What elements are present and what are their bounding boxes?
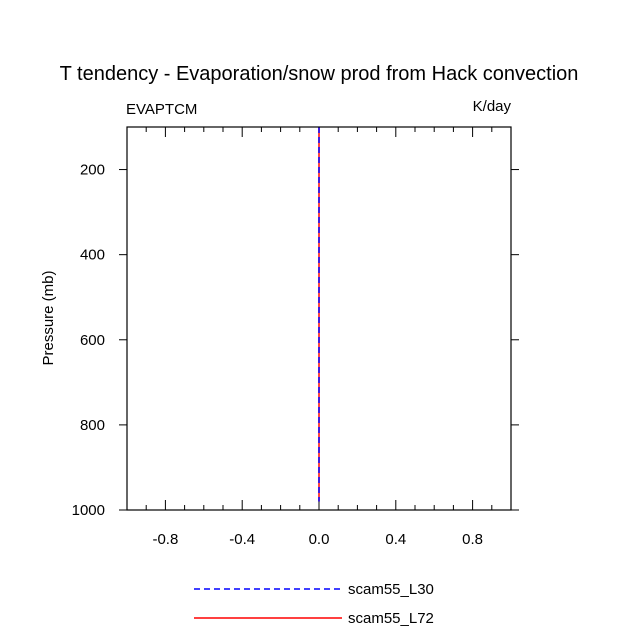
y-tick-label: 200 (80, 162, 105, 179)
y-tick-label: 400 (80, 247, 105, 264)
axis-tick-labels: -0.8 -0.4 0.0 0.4 0.8 200 400 600 800 1000 (72, 162, 483, 548)
legend: scam55_L30 scam55_L72 (194, 581, 434, 627)
legend-label: scam55_L30 (348, 581, 434, 598)
x-tick-label: 0.4 (385, 531, 406, 548)
legend-label: scam55_L72 (348, 610, 434, 627)
plot-frame (126, 126, 512, 511)
units-label: K/day (473, 98, 512, 115)
y-tick-label: 600 (80, 332, 105, 349)
x-tick-label: -0.4 (229, 531, 255, 548)
chart-title: T tendency - Evaporation/snow prod from … (60, 63, 579, 85)
variable-label: EVAPTCM (126, 101, 197, 118)
x-tick-label: 0.8 (462, 531, 483, 548)
y-axis-label: Pressure (mb) (40, 270, 57, 365)
y-tick-label: 1000 (72, 502, 105, 519)
y-tick-label: 800 (80, 417, 105, 434)
axis-ticks (119, 127, 519, 511)
x-tick-label: 0.0 (309, 531, 330, 548)
x-tick-label: -0.8 (152, 531, 178, 548)
